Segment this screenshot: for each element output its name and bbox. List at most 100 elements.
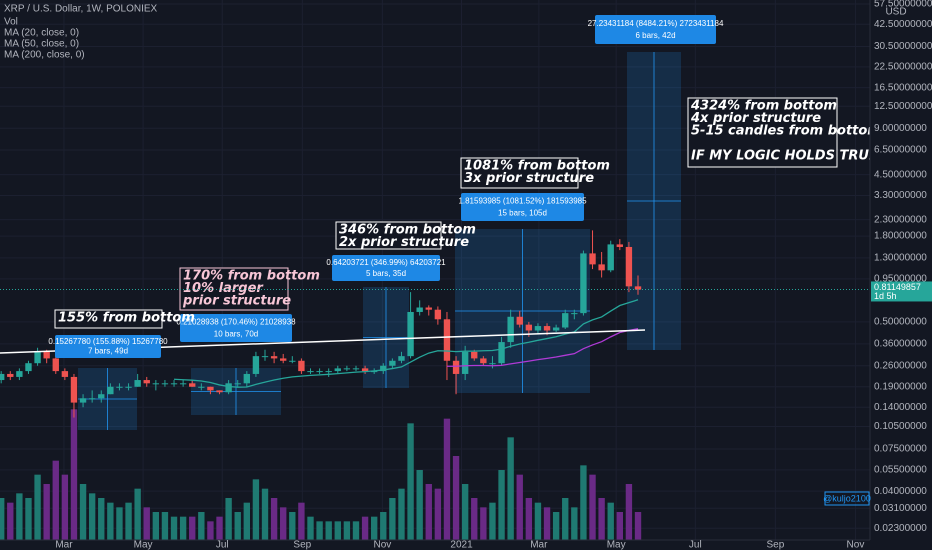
volume-bar <box>580 465 587 540</box>
candle-body <box>389 360 396 366</box>
volume-bar <box>170 516 178 540</box>
candle-body <box>98 394 105 399</box>
volume-bar <box>234 512 241 540</box>
volume-bar <box>443 418 451 540</box>
volume-bar <box>352 521 360 540</box>
candle-body <box>525 324 533 331</box>
y-tick-label: 0.36000000 <box>874 339 927 350</box>
candle-body <box>498 342 505 364</box>
volume-bar <box>52 460 59 540</box>
volume-bar <box>0 498 5 540</box>
volume-bar <box>243 502 251 540</box>
candle-body <box>189 383 196 387</box>
volume-bar <box>298 502 305 540</box>
candle-body <box>634 286 642 290</box>
volume-bar <box>389 498 396 540</box>
volume-bar <box>334 521 341 540</box>
y-tick-label: 1.30000000 <box>874 253 927 264</box>
countdown: 1d 5h <box>874 291 897 301</box>
annotation-text: 10% larger <box>183 281 264 296</box>
volume-bar <box>116 507 123 540</box>
y-tick-label: 0.03100000 <box>874 503 927 514</box>
volume-bar <box>134 488 141 540</box>
candle-body <box>398 356 405 361</box>
candle-body <box>352 368 360 370</box>
measure-change: 27.23431184 (8484.21%) 2723431184 <box>588 19 724 28</box>
volume-bar <box>507 437 514 540</box>
volume-bar <box>552 512 560 540</box>
y-tick-label: 42.50000000 <box>874 19 932 30</box>
y-tick-label: 0.07500000 <box>874 444 927 455</box>
volume-bar <box>7 502 14 540</box>
volume-bar <box>543 507 551 540</box>
candle-body <box>134 380 141 387</box>
candle-body <box>107 386 114 395</box>
y-tick-label: 0.04000000 <box>874 486 927 497</box>
x-tick-label: Nov <box>847 540 865 550</box>
volume-bar <box>125 502 132 540</box>
candle-body <box>25 363 32 372</box>
candle-body <box>370 371 378 373</box>
volume-bar <box>452 456 460 540</box>
volume-bar <box>316 521 323 540</box>
volume-bar <box>562 498 569 540</box>
volume-bar <box>534 502 542 540</box>
candle-body <box>598 264 605 271</box>
annotation-box <box>54 309 163 329</box>
annotation-box <box>460 157 579 189</box>
candle-body <box>280 358 287 361</box>
volume-bar <box>407 423 414 540</box>
volume-bar <box>607 502 614 540</box>
y-tick-label: 22.50000000 <box>874 61 932 72</box>
candle-body <box>298 360 305 372</box>
volume-bar <box>307 516 314 540</box>
measure-box <box>332 255 440 281</box>
measure-change: 1.81593985 (1081.52%) 181593985 <box>458 197 587 206</box>
volume-bar <box>625 484 633 540</box>
volume-bar <box>79 484 87 540</box>
y-tick-label: 9.00000000 <box>874 123 927 134</box>
volume-bar <box>98 498 105 540</box>
candle-body <box>261 356 269 358</box>
y-tick-label: 0.14000000 <box>874 402 927 413</box>
candle-body <box>625 246 633 287</box>
volume-bar <box>489 502 496 540</box>
measure-box <box>180 314 292 342</box>
y-tick-label: 1.80000000 <box>874 231 927 242</box>
measure-change: 0.15267780 (155.88%) 15267780 <box>48 337 168 346</box>
annotation-text: 155% from bottom <box>58 311 195 326</box>
candle-body <box>289 360 296 362</box>
x-tick-label: Nov <box>373 540 391 550</box>
symbol: XRP / U.S. Dollar, 1W, POLONIEX <box>4 4 158 15</box>
volume-bar <box>589 474 596 540</box>
volume-bar <box>61 474 69 540</box>
volume-bar <box>88 493 96 540</box>
candle-body <box>179 383 187 385</box>
y-tick-label: 6.50000000 <box>874 145 927 156</box>
x-tick-label: Jul <box>216 540 229 550</box>
volume-bar <box>70 409 78 540</box>
candle-body <box>234 383 241 385</box>
candle-body <box>616 244 624 247</box>
candle-body <box>443 319 451 361</box>
x-tick-label: Jul <box>689 540 702 550</box>
candle-body <box>343 368 351 370</box>
y-tick-label: 12.50000000 <box>874 101 932 112</box>
volume-bar <box>189 516 196 540</box>
volume-bar <box>252 479 260 540</box>
candle-body <box>325 371 332 373</box>
annotation-text: 4x prior structure <box>690 111 821 126</box>
volume-bar <box>216 516 223 540</box>
volume-bar <box>634 512 642 540</box>
y-tick-label: 3.30000000 <box>874 190 927 201</box>
candle-body <box>589 253 596 265</box>
candle-body <box>216 390 223 393</box>
last-price-box <box>871 281 932 302</box>
annotation-text: 1081% from bottom <box>464 159 610 174</box>
candle-body <box>152 383 160 385</box>
y-tick-label: 30.50000000 <box>874 41 932 52</box>
candle-body <box>243 373 251 384</box>
currency: USD <box>885 7 906 18</box>
annotation-text: 346% from bottom <box>339 223 476 238</box>
